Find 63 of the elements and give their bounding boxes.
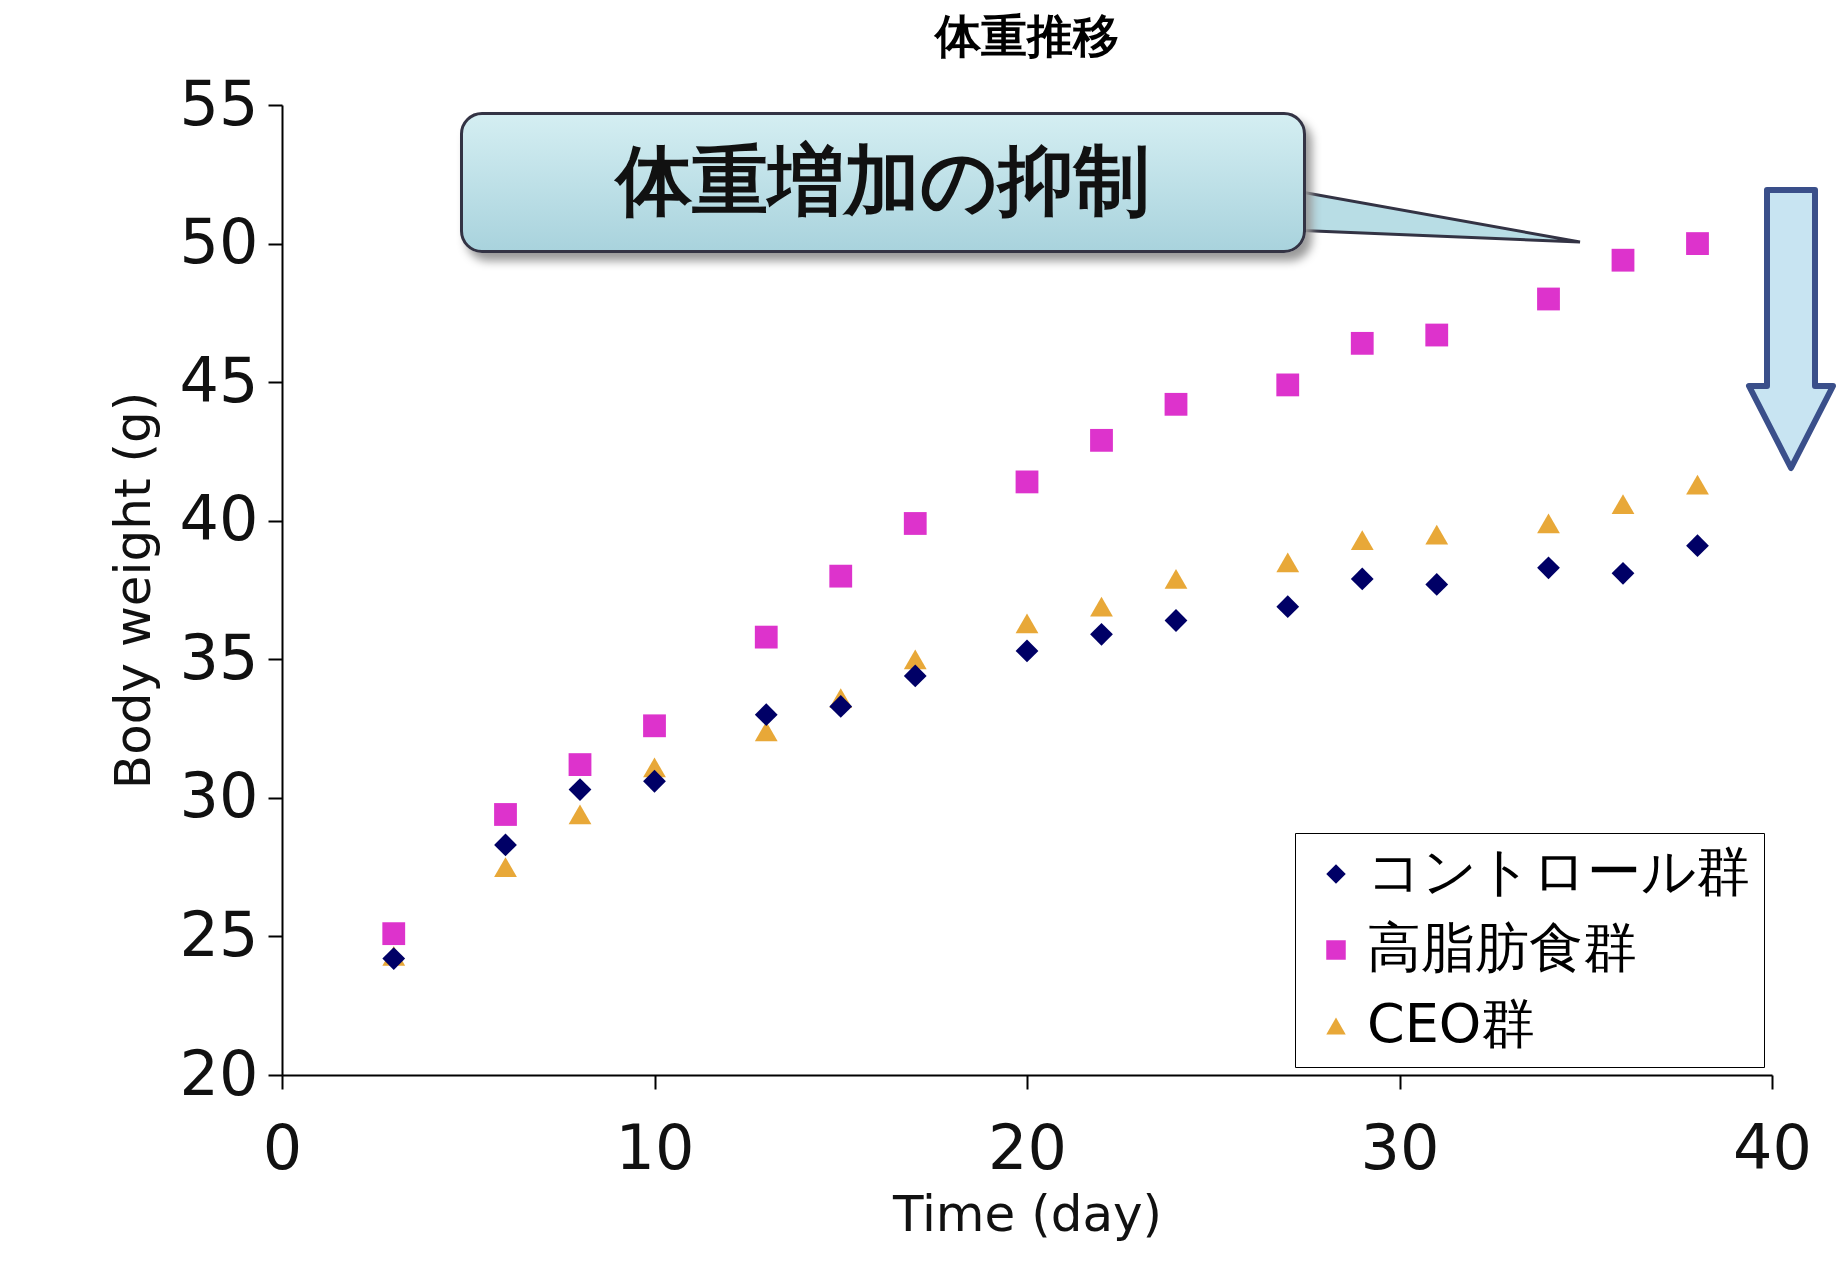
point	[643, 714, 666, 738]
point	[1537, 513, 1560, 534]
point	[1090, 596, 1113, 617]
point	[568, 804, 592, 825]
point	[568, 778, 592, 801]
point	[1611, 561, 1635, 585]
point	[1350, 567, 1374, 591]
y-tick-label: 40	[179, 482, 259, 556]
point	[754, 625, 778, 649]
point	[1015, 639, 1039, 663]
point	[1164, 609, 1188, 632]
point	[1686, 534, 1709, 558]
point	[643, 769, 666, 793]
legend-label: 高脂肪食群	[1367, 916, 1637, 979]
point	[1350, 530, 1374, 550]
point	[1164, 569, 1188, 589]
legend-label: CEO群	[1367, 992, 1536, 1055]
point	[1425, 573, 1449, 596]
y-tick-label: 20	[179, 1036, 259, 1110]
point	[1090, 622, 1113, 646]
y-tick-label: 45	[179, 343, 259, 417]
point	[1164, 392, 1188, 416]
point	[829, 564, 853, 588]
y-axis-title: Body weight (g)	[103, 391, 162, 790]
point	[1090, 428, 1113, 452]
point	[1686, 474, 1709, 495]
x-tick-label: 10	[615, 1110, 695, 1184]
x-tick-label: 20	[988, 1110, 1067, 1184]
point	[903, 664, 927, 688]
x-tick-label: 30	[1360, 1110, 1440, 1184]
x-tick-label: 40	[1733, 1110, 1812, 1184]
x-axis-title: Time (day)	[891, 1184, 1163, 1243]
y-tick-label: 35	[179, 620, 259, 694]
point	[494, 833, 517, 857]
point	[1350, 331, 1374, 355]
y-tick-label: 50	[179, 205, 259, 279]
annotation: 体重増加の抑制	[460, 112, 1306, 253]
point	[1276, 552, 1300, 573]
point	[1015, 470, 1039, 494]
point	[1015, 613, 1039, 634]
point	[754, 703, 778, 727]
point	[829, 695, 853, 718]
point	[1425, 323, 1449, 347]
point	[494, 803, 517, 826]
point	[754, 721, 778, 742]
point	[1537, 287, 1560, 311]
point	[1611, 494, 1635, 514]
point	[1425, 524, 1449, 545]
point	[903, 512, 927, 535]
y-tick-label: 30	[179, 759, 259, 833]
point	[1686, 232, 1709, 255]
y-tick-label: 25	[179, 897, 259, 971]
legend-label: コントロール群	[1367, 840, 1750, 903]
x-tick-label: 0	[262, 1110, 303, 1184]
point	[1537, 556, 1560, 580]
chart-title: 体重推移	[933, 9, 1119, 63]
point	[1276, 595, 1300, 619]
point	[382, 922, 406, 946]
point	[1276, 373, 1300, 397]
y-tick-label: 55	[179, 66, 259, 140]
point	[1611, 248, 1635, 272]
point	[568, 753, 592, 776]
point	[494, 857, 517, 878]
